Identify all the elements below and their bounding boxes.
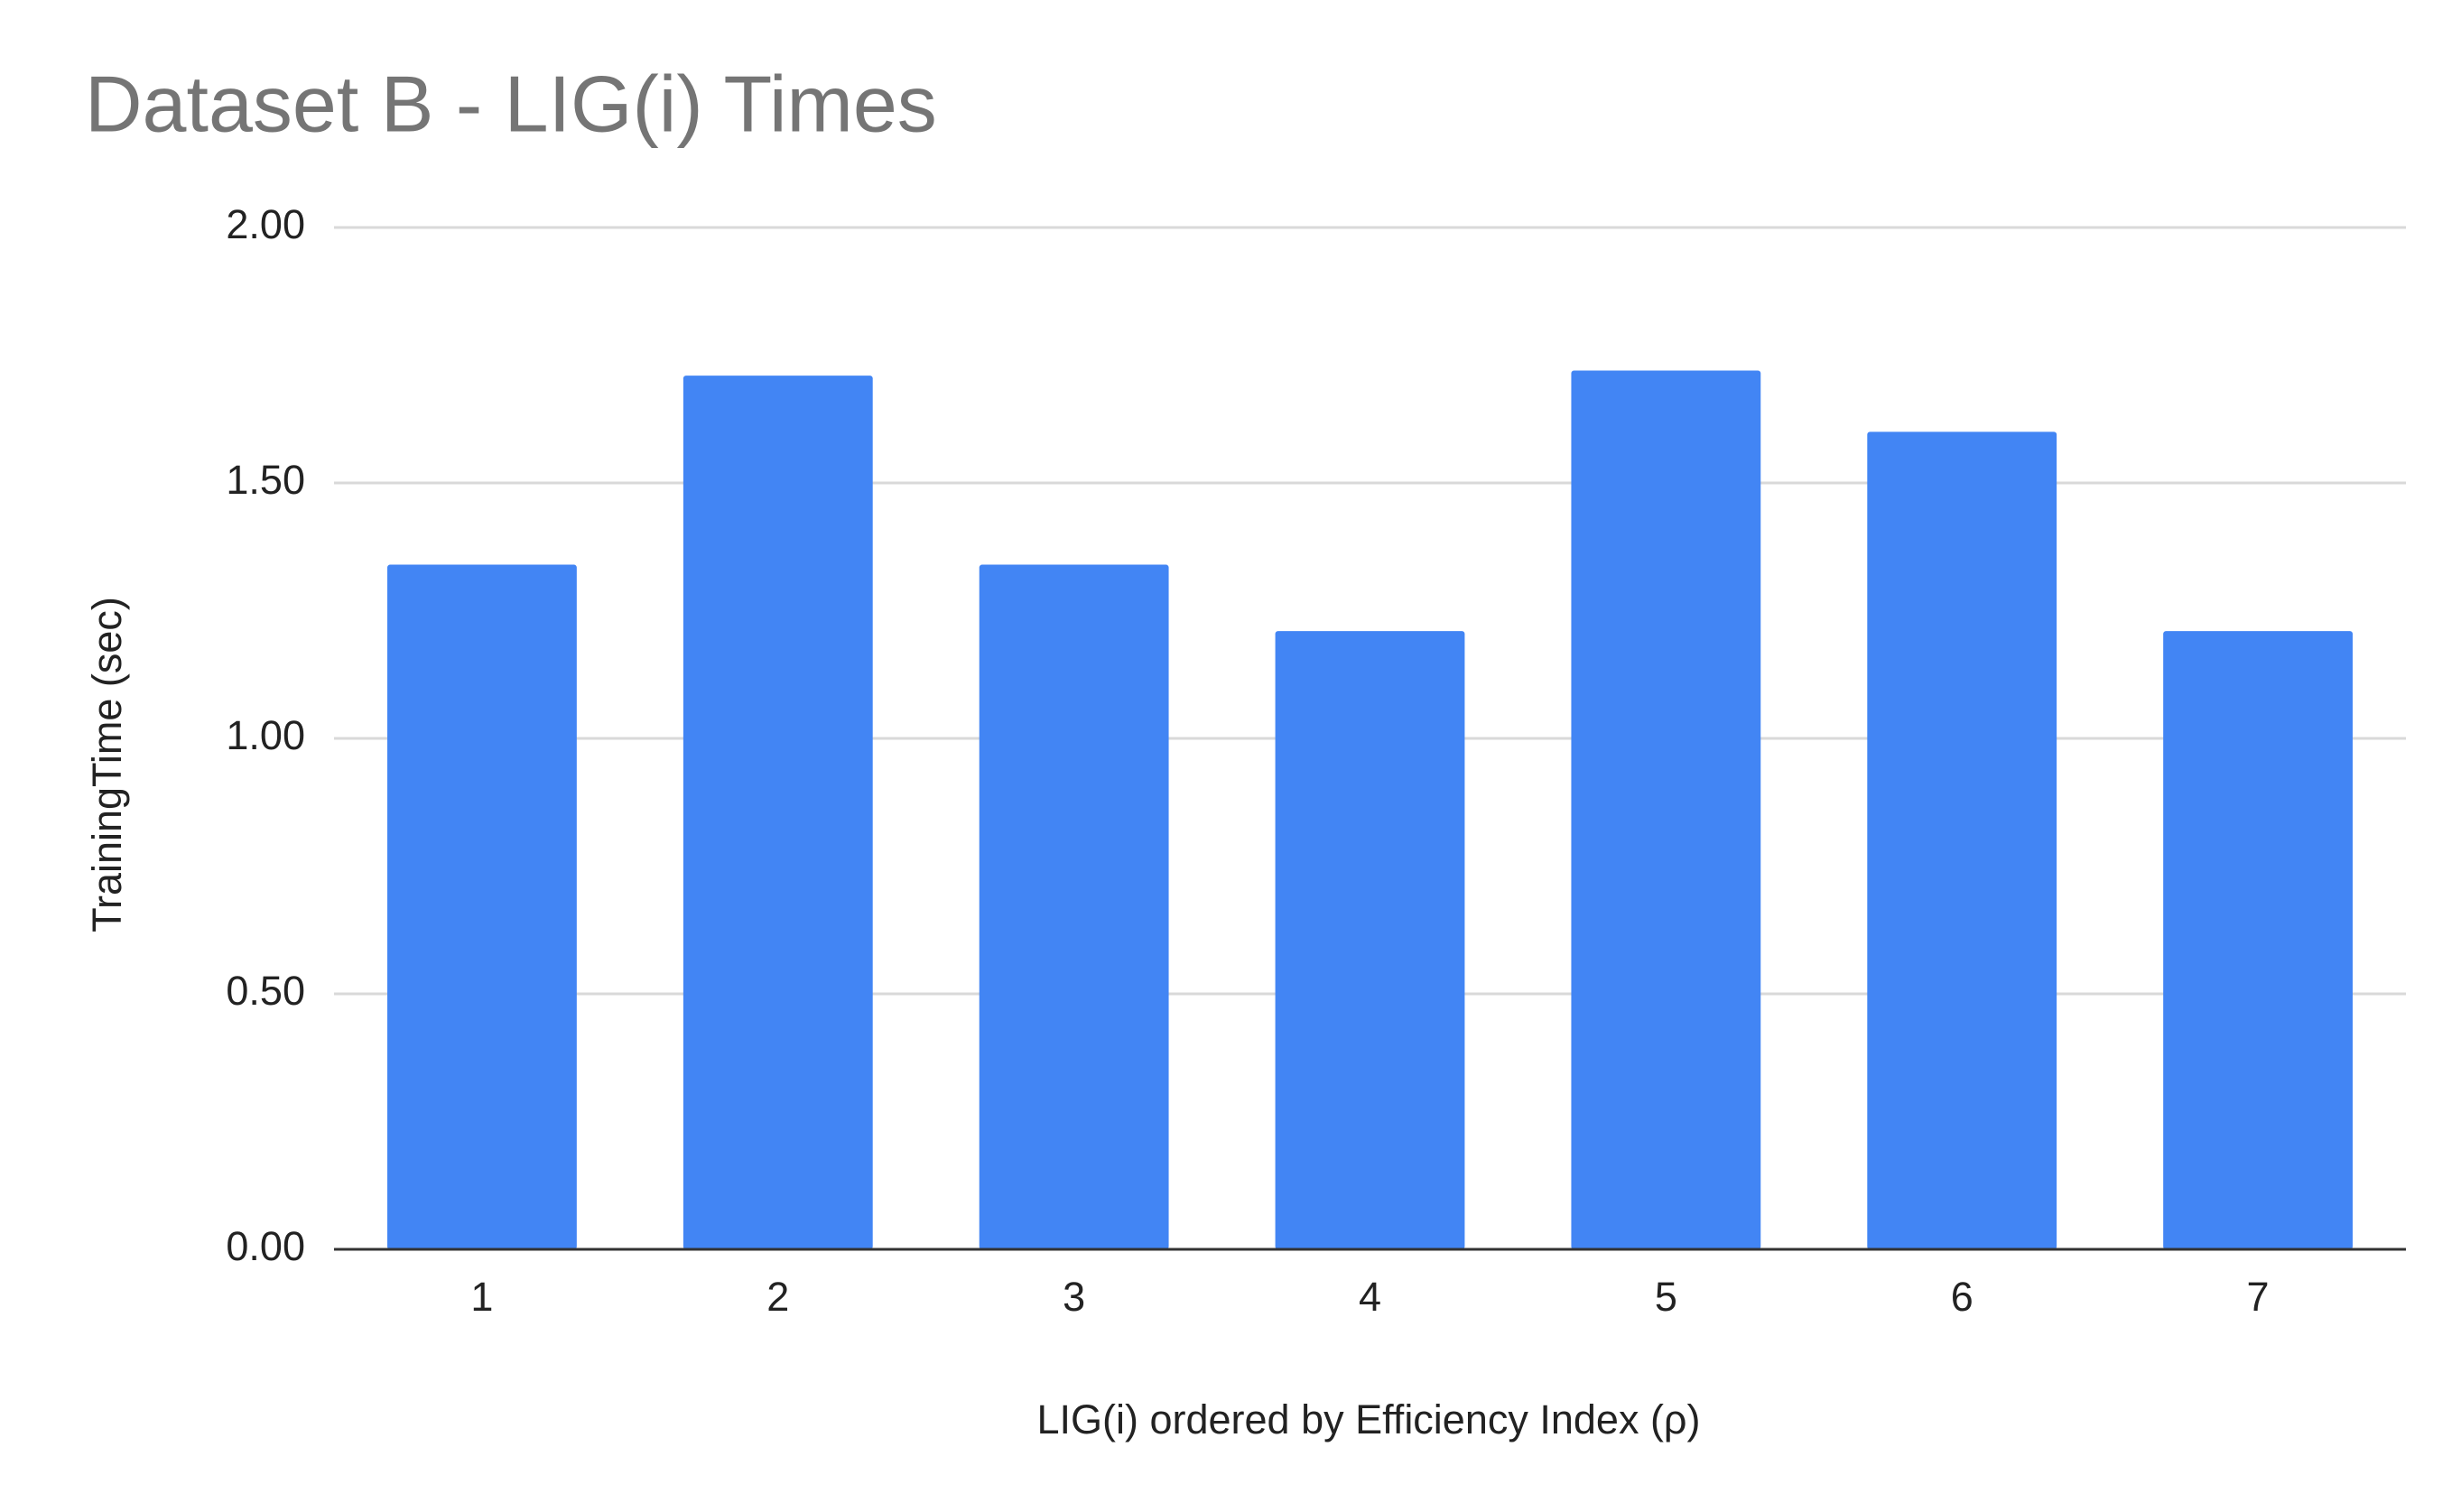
x-tick-label: 2 (766, 1274, 789, 1320)
y-tick-label: 2.00 (226, 201, 305, 247)
bar (2163, 631, 2353, 1249)
y-tick-label: 1.00 (226, 712, 305, 758)
x-axis-title: LIG(i) ordered by Efficiency Index (ρ) (1036, 1396, 1700, 1442)
bar (1571, 370, 1761, 1250)
bar (979, 564, 1169, 1249)
x-tick-label: 5 (1655, 1274, 1677, 1320)
bar (1275, 631, 1465, 1249)
y-tick-label: 1.50 (226, 457, 305, 503)
x-tick-label: 3 (1063, 1274, 1085, 1320)
x-tick-label: 1 (470, 1274, 493, 1320)
bar (683, 376, 873, 1249)
y-tick-label: 0.00 (226, 1223, 305, 1269)
chart-title: Dataset B - LIG(i) Times (85, 59, 937, 148)
x-tick-label: 7 (2247, 1274, 2270, 1320)
y-axis-title: TrainingTime (sec) (84, 597, 130, 932)
x-tick-label: 6 (1951, 1274, 1973, 1320)
x-tick-label: 4 (1359, 1274, 1381, 1320)
y-tick-label: 0.50 (226, 968, 305, 1014)
bar (1867, 431, 2057, 1249)
bar (387, 564, 577, 1249)
